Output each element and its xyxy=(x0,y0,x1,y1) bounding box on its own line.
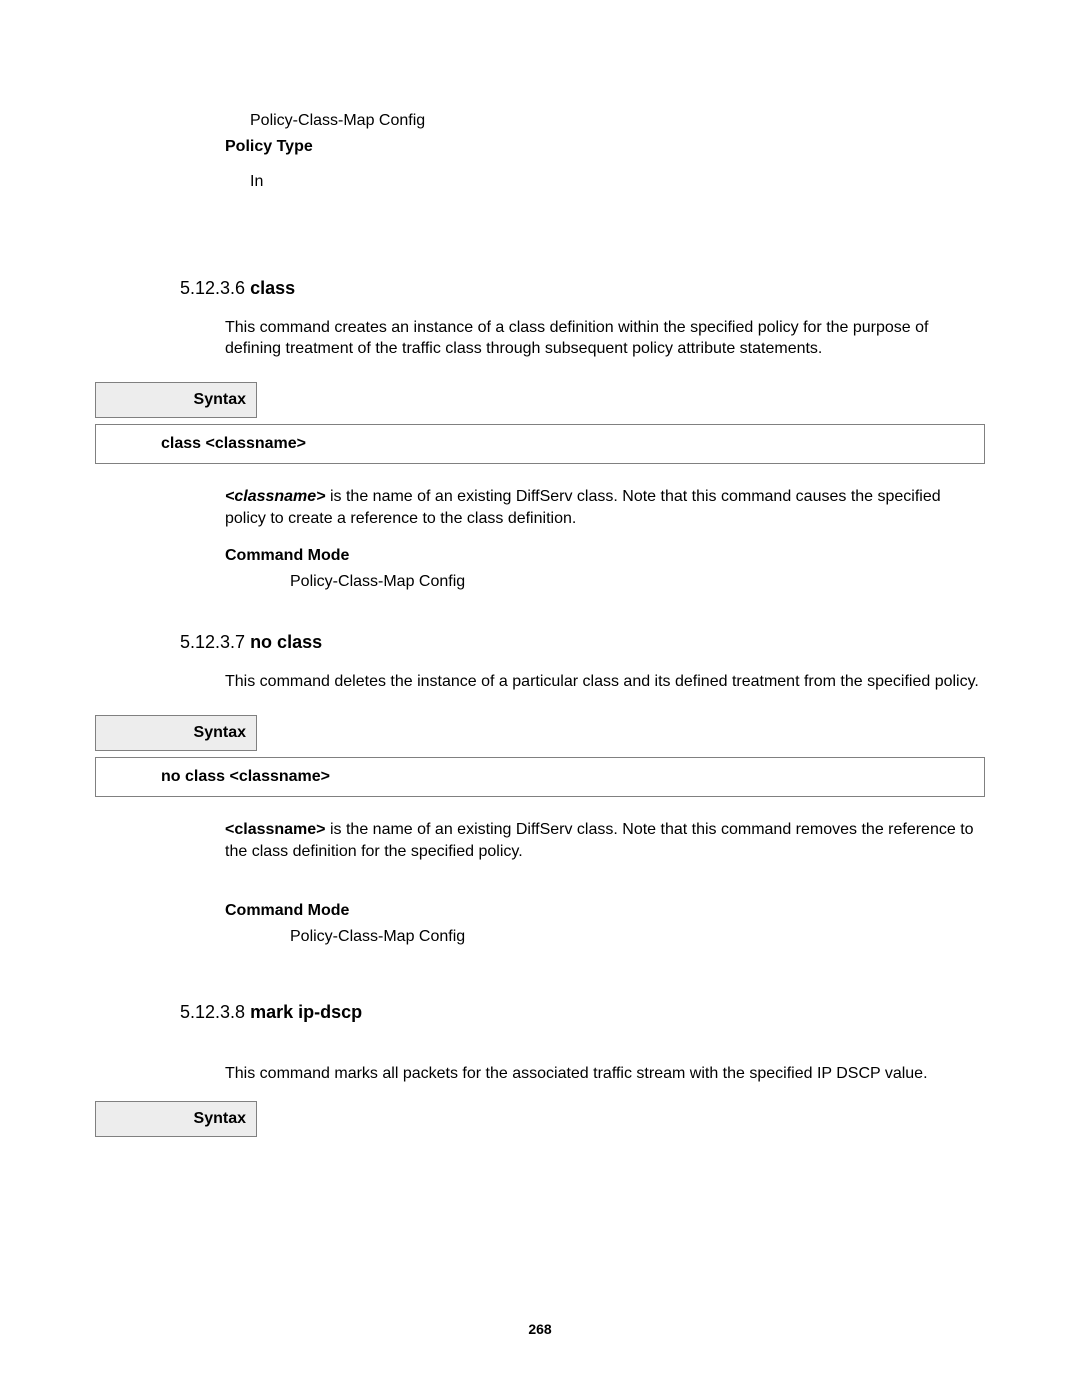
policy-type-label: Policy Type xyxy=(225,136,985,158)
section-heading-no-class: 5.12.3.7 no class xyxy=(180,632,985,653)
param-name: <classname> xyxy=(225,821,326,838)
section-name: class xyxy=(250,278,295,298)
command-mode-label: Command Mode xyxy=(225,900,985,922)
section-intro: This command deletes the instance of a p… xyxy=(225,671,985,693)
syntax-label: Syntax xyxy=(194,724,246,742)
section-heading-mark-ip-dscp: 5.12.3.8 mark ip-dscp xyxy=(180,1002,985,1023)
document-page: Policy-Class-Map Config Policy Type In 5… xyxy=(0,0,1080,1137)
command-mode-value: Policy-Class-Map Config xyxy=(290,926,985,948)
page-number: 268 xyxy=(0,1321,1080,1337)
section-number: 5.12.3.6 xyxy=(180,278,250,298)
section-intro: This command creates an instance of a cl… xyxy=(225,317,985,360)
syntax-label-box: Syntax xyxy=(95,715,257,751)
policy-type-value: In xyxy=(250,171,985,193)
syntax-label: Syntax xyxy=(194,1110,246,1128)
section-name: no class xyxy=(250,632,322,652)
mode-value: Policy-Class-Map Config xyxy=(250,110,985,132)
command-mode-label: Command Mode xyxy=(225,545,985,567)
syntax-command: class <classname> xyxy=(161,435,306,452)
param-text: is the name of an existing DiffServ clas… xyxy=(225,821,974,860)
syntax-command-box: class <classname> xyxy=(95,424,985,464)
param-description: <classname> is the name of an existing D… xyxy=(225,486,985,529)
syntax-command-box: no class <classname> xyxy=(95,757,985,797)
section-intro: This command marks all packets for the a… xyxy=(225,1063,985,1085)
command-mode-value: Policy-Class-Map Config xyxy=(290,571,985,593)
section-number: 5.12.3.8 xyxy=(180,1002,250,1022)
syntax-label: Syntax xyxy=(194,391,246,409)
syntax-label-box: Syntax xyxy=(95,1101,257,1137)
section-heading-class: 5.12.3.6 class xyxy=(180,278,985,299)
param-name: <classname> xyxy=(225,488,326,505)
section-number: 5.12.3.7 xyxy=(180,632,250,652)
param-description: <classname> is the name of an existing D… xyxy=(225,819,985,862)
section-name: mark ip-dscp xyxy=(250,1002,362,1022)
param-text: is the name of an existing DiffServ clas… xyxy=(225,488,941,527)
syntax-label-box: Syntax xyxy=(95,382,257,418)
syntax-command: no class <classname> xyxy=(161,768,330,785)
